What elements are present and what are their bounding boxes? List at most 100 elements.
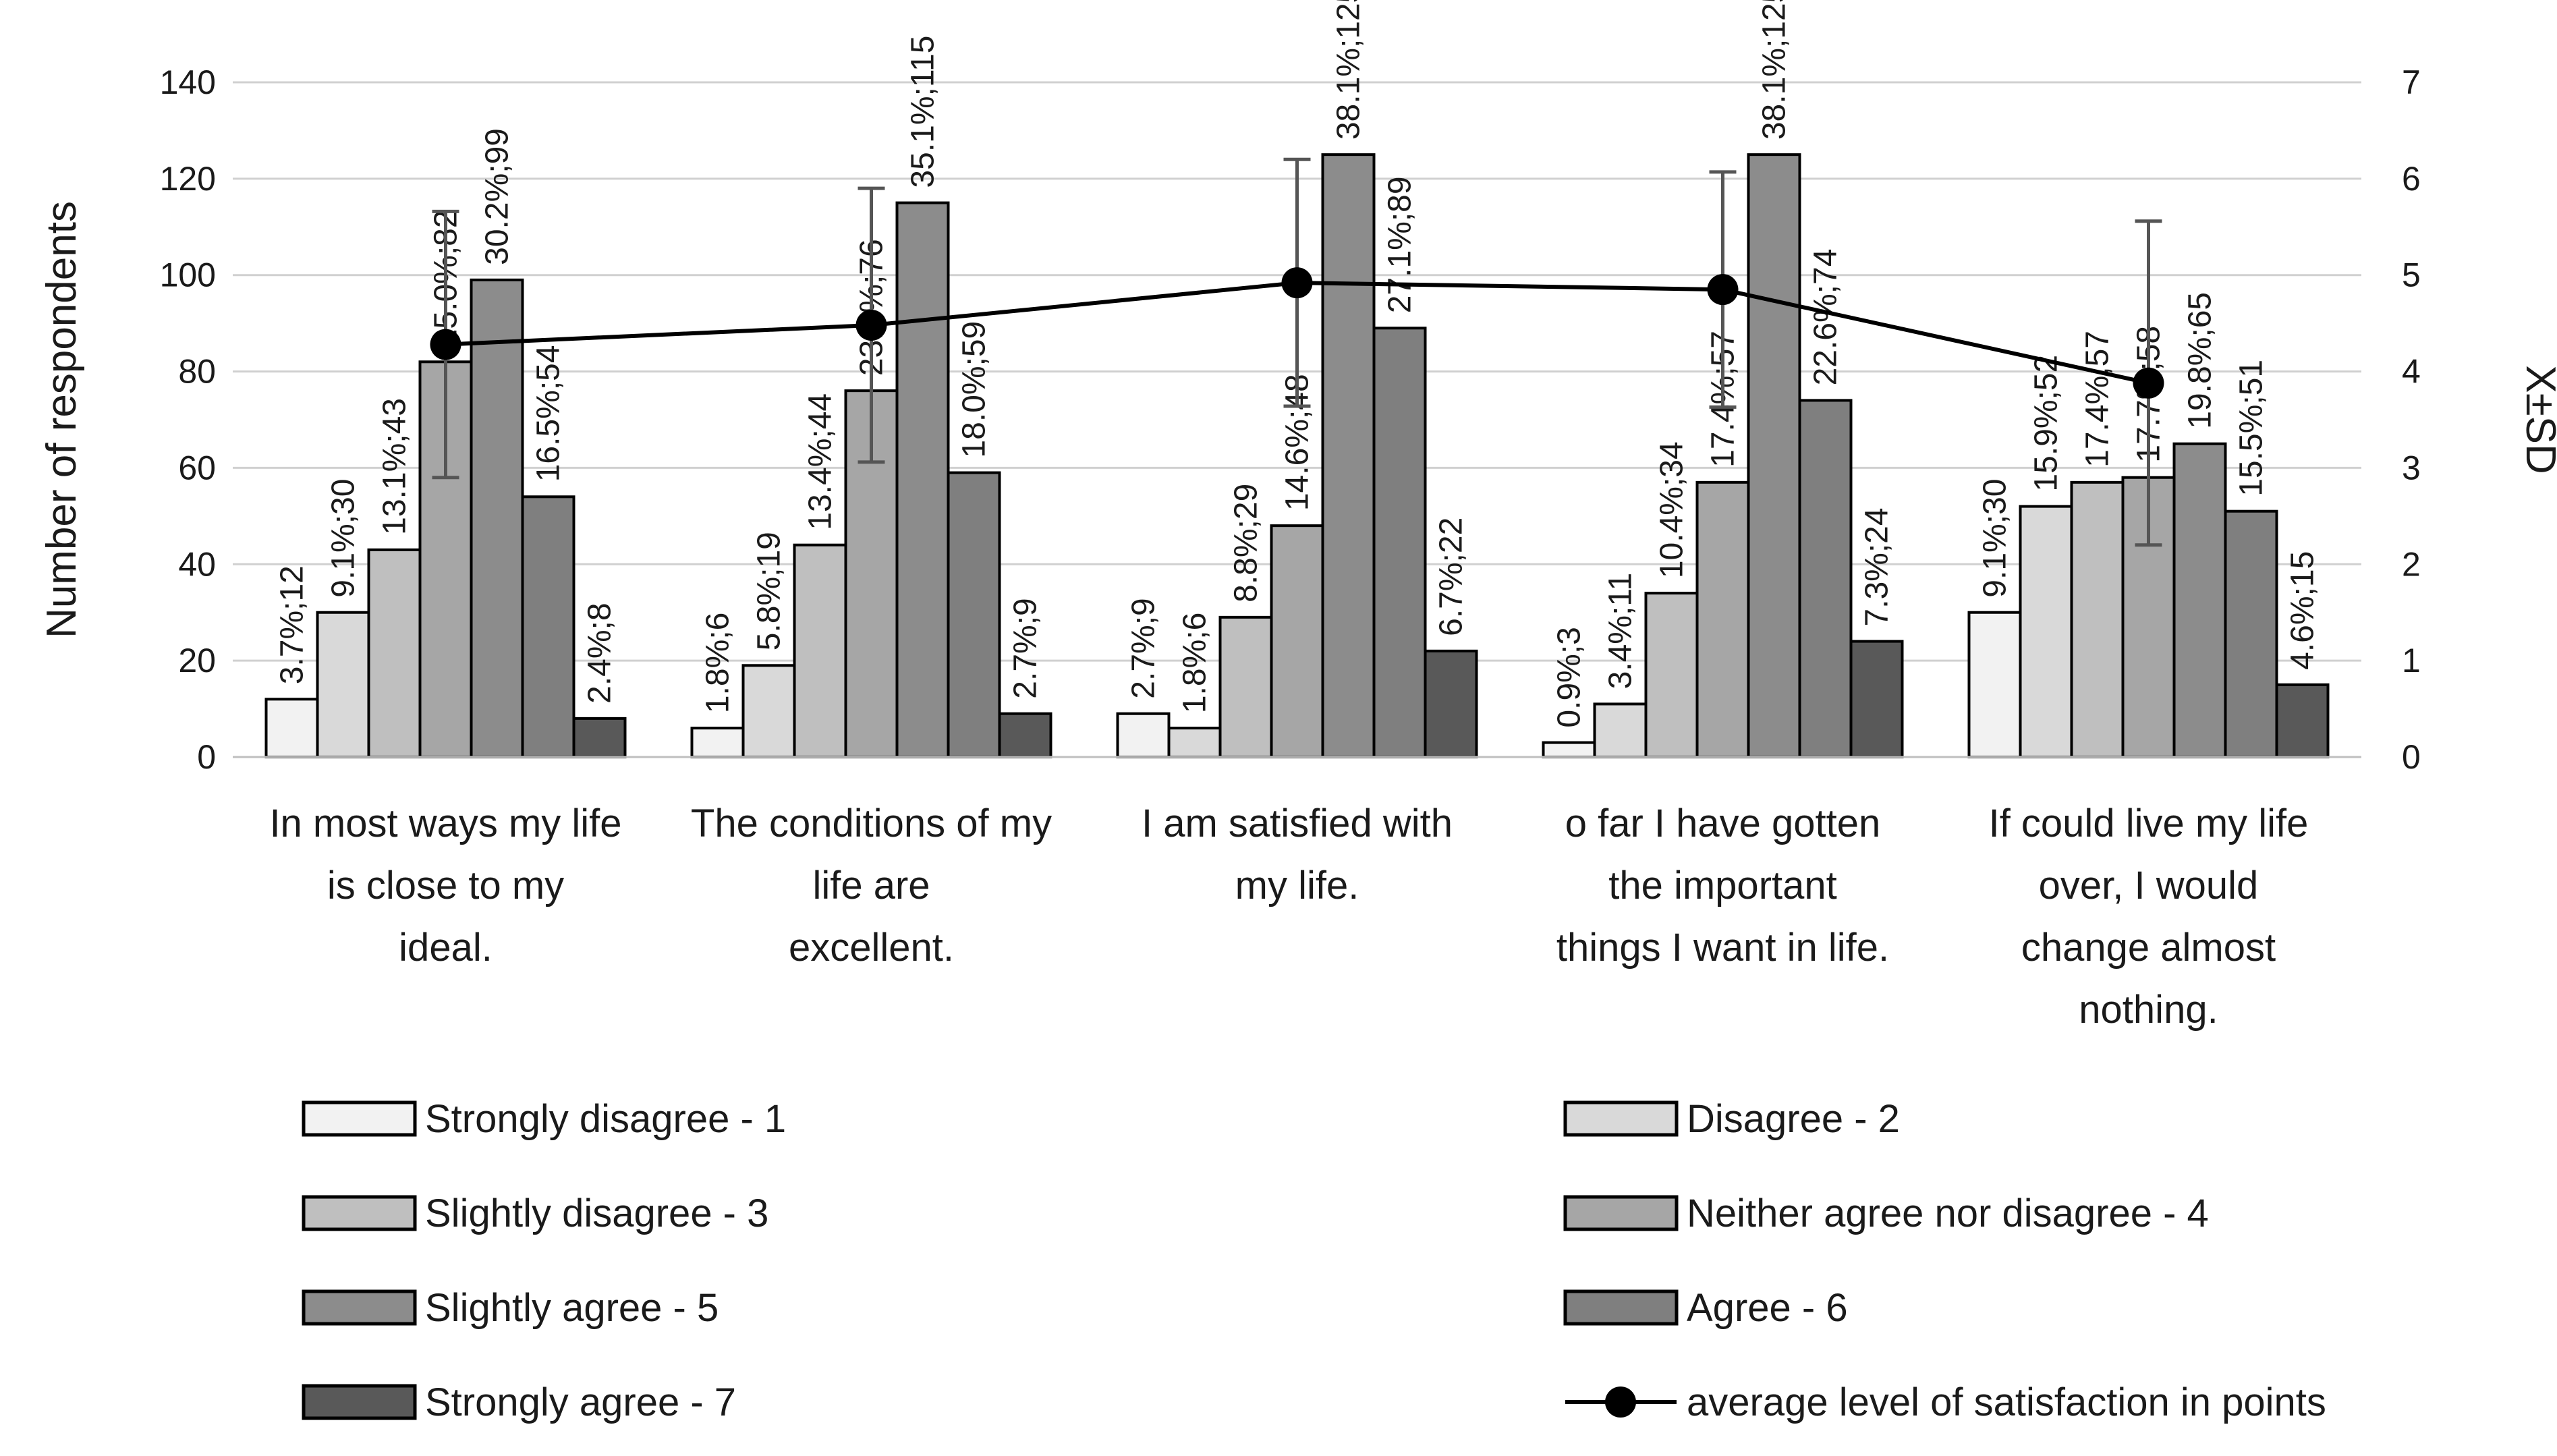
y2-tick-label: 7 bbox=[2402, 63, 2421, 101]
mean-point bbox=[1707, 274, 1739, 306]
category-label: is close to my bbox=[327, 864, 564, 907]
data-label: 15.5%;51 bbox=[2234, 360, 2270, 497]
mean-point bbox=[1281, 267, 1313, 299]
data-label: 2.7%;9 bbox=[1126, 598, 1162, 698]
legend-label: Disagree - 2 bbox=[1687, 1097, 1900, 1141]
data-label: 15.9%;52 bbox=[2029, 355, 2064, 492]
bar bbox=[1798, 399, 1853, 758]
data-label: 3.7%;12 bbox=[275, 565, 310, 684]
data-label: 17.4%;57 bbox=[2080, 331, 2116, 468]
data-label: 13.4%;44 bbox=[803, 393, 839, 530]
data-label: 35.1%;115 bbox=[905, 36, 941, 188]
data-label: 38.1%;125 bbox=[1331, 0, 1367, 140]
data-label: 6.7%;22 bbox=[1434, 517, 1469, 636]
y-tick-label: 40 bbox=[178, 545, 216, 583]
category-label: excellent. bbox=[789, 926, 954, 970]
bar bbox=[2070, 480, 2125, 758]
bar bbox=[1747, 153, 1801, 758]
bar bbox=[572, 717, 627, 759]
data-label: 1.8%;6 bbox=[1177, 613, 1213, 713]
category-label: If could live my life bbox=[1989, 802, 2309, 845]
bar bbox=[1644, 592, 1699, 759]
bar bbox=[367, 548, 422, 758]
y-axis-title: Number of respondents bbox=[38, 201, 85, 638]
category-label: In most ways my life bbox=[269, 802, 621, 845]
bar bbox=[1116, 712, 1171, 758]
data-label: 0.9%;3 bbox=[1552, 627, 1587, 727]
y2-tick-label: 3 bbox=[2402, 449, 2421, 486]
bar bbox=[1849, 640, 1904, 758]
mean-point bbox=[855, 310, 887, 341]
y-tick-label: 0 bbox=[197, 738, 216, 776]
category-label: ideal. bbox=[399, 926, 493, 970]
legend-swatch bbox=[302, 1195, 417, 1231]
data-label: 18.0%;59 bbox=[957, 321, 992, 458]
mean-point bbox=[2133, 367, 2164, 399]
legend-label: Strongly disagree - 1 bbox=[425, 1097, 786, 1141]
bar bbox=[1167, 727, 1222, 758]
legend-label: Neither agree nor disagree - 4 bbox=[1687, 1192, 2209, 1235]
legend-swatch bbox=[1563, 1100, 1679, 1137]
data-label: 3.4%;11 bbox=[1603, 573, 1639, 690]
data-label: 38.1%;125 bbox=[1757, 0, 1793, 140]
y2-tick-label: 5 bbox=[2402, 256, 2421, 294]
bar bbox=[1424, 649, 1478, 758]
bar bbox=[470, 278, 524, 759]
data-label: 9.1%;30 bbox=[326, 479, 362, 598]
category-label: o far I have gotten bbox=[1565, 802, 1881, 845]
mean-point bbox=[430, 329, 461, 360]
bar bbox=[1542, 741, 1596, 758]
data-label: 2.4%;8 bbox=[582, 603, 618, 703]
y-tick-label: 120 bbox=[160, 160, 216, 198]
y2-tick-label: 1 bbox=[2402, 642, 2421, 679]
category-label: The conditions of my bbox=[691, 802, 1052, 845]
data-label: 5.8%;19 bbox=[752, 532, 787, 650]
bar bbox=[521, 495, 575, 758]
data-label: 4.6%;15 bbox=[2285, 551, 2321, 670]
legend-swatch bbox=[302, 1100, 417, 1137]
category-label: life are bbox=[812, 864, 930, 907]
bar bbox=[1372, 327, 1427, 758]
y-tick-label: 100 bbox=[160, 256, 216, 294]
data-label: 13.1%;43 bbox=[377, 398, 413, 535]
legend-label: Strongly agree - 7 bbox=[425, 1380, 736, 1424]
data-label: 8.8%;29 bbox=[1229, 484, 1264, 603]
y-tick-label: 20 bbox=[178, 642, 216, 679]
bar bbox=[2275, 683, 2330, 758]
legend-label: Slightly agree - 5 bbox=[425, 1286, 719, 1330]
legend-label: Slightly disagree - 3 bbox=[425, 1192, 768, 1235]
bar bbox=[264, 698, 319, 759]
data-label: 7.3%;24 bbox=[1859, 507, 1895, 626]
y2-tick-label: 4 bbox=[2402, 353, 2421, 391]
y-tick-label: 140 bbox=[160, 63, 216, 101]
y2-tick-label: 0 bbox=[2402, 738, 2421, 776]
bar bbox=[690, 727, 745, 758]
category-label: the important bbox=[1608, 864, 1837, 907]
legend-marker bbox=[1605, 1387, 1636, 1418]
y-tick-label: 80 bbox=[178, 353, 216, 391]
data-label: 27.1%;89 bbox=[1382, 176, 1418, 313]
data-label: 22.6%;74 bbox=[1808, 249, 1844, 386]
bar bbox=[2224, 509, 2278, 758]
bar bbox=[1967, 611, 2022, 759]
category-label: change almost bbox=[2021, 926, 2276, 970]
data-label: 16.5%;54 bbox=[531, 345, 567, 482]
bar bbox=[1218, 615, 1273, 758]
legend-swatch bbox=[302, 1384, 417, 1420]
y2-tick-label: 2 bbox=[2402, 545, 2421, 583]
bar bbox=[793, 543, 847, 758]
bar bbox=[895, 201, 950, 759]
bar bbox=[1593, 702, 1648, 759]
bar bbox=[741, 664, 796, 758]
category-label: things I want in life. bbox=[1556, 926, 1889, 970]
bar bbox=[1270, 524, 1324, 759]
data-label: 9.1%;30 bbox=[1977, 479, 2013, 598]
legend-swatch bbox=[1563, 1195, 1679, 1231]
bar bbox=[1321, 153, 1376, 758]
bar bbox=[1695, 480, 1750, 758]
legend-label: Agree - 6 bbox=[1687, 1286, 1848, 1330]
bar bbox=[2019, 505, 2073, 758]
bar bbox=[316, 611, 370, 759]
